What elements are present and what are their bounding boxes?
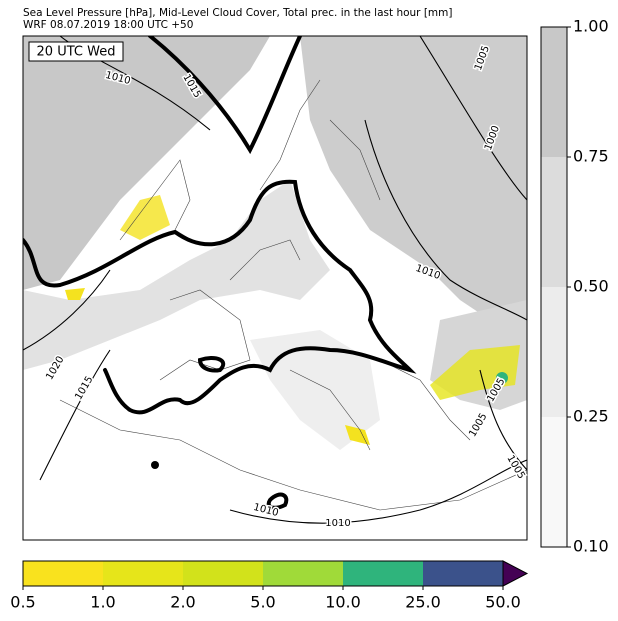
colorbar-segment (23, 561, 103, 586)
precip-colorbar: 0.5 1.0 2.0 5.0 10.0 25.0 50.0 (10, 560, 529, 612)
cloud-colorbar: 1.00 0.75 0.50 0.25 0.10 (540, 17, 609, 556)
title: Sea Level Pressure [hPa], Mid-Level Clou… (23, 7, 453, 19)
colorbar-tick-label: 0.25 (573, 407, 609, 426)
colorbar-tick-label: 50.0 (485, 593, 521, 612)
colorbar-tick-label: 0.10 (573, 537, 609, 556)
precip-area (345, 425, 370, 445)
precip-area (496, 372, 508, 384)
coastline (59, 79, 527, 511)
time-box (28, 41, 124, 62)
isobar-1015 (151, 461, 159, 469)
colorbar-segment (183, 561, 263, 586)
colorbar-segment (423, 561, 503, 586)
precip-area (65, 288, 85, 300)
colorbar-tick-label: 10.0 (325, 593, 361, 612)
map-content (23, 36, 527, 524)
colorbar-segment (541, 287, 567, 417)
colorbar-segment (541, 27, 567, 157)
cloud-area (300, 36, 527, 330)
isobar-1015 (266, 492, 289, 510)
isobar-1015 (148, 36, 302, 155)
isobar-1015 (197, 356, 226, 373)
cloud-area (250, 330, 380, 450)
isobar-1015 (23, 179, 417, 415)
colorbar-tick-label: 0.50 (573, 277, 609, 296)
colorbar-extend (502, 560, 529, 587)
isobar (39, 349, 111, 481)
isobar (479, 369, 527, 471)
colorbar-segment (343, 561, 423, 586)
isobar-label: 1010 (325, 518, 350, 529)
colorbar-tick-label: 25.0 (405, 593, 441, 612)
colorbar-tick-label: 5.0 (250, 593, 275, 612)
colorbar-segment (103, 561, 183, 586)
isobar (23, 269, 111, 351)
subtitle: WRF 08.07.2019 18:00 UTC +50 (23, 19, 193, 31)
precip-area (430, 345, 520, 400)
cloud-area (23, 180, 330, 370)
colorbar-tick-label: 1.0 (90, 593, 115, 612)
isobar (419, 36, 527, 201)
isobar (229, 459, 527, 524)
map-frame (22, 35, 528, 541)
colorbar-tick-label: 0.75 (573, 147, 609, 166)
colorbar-tick-label: 0.5 (10, 593, 35, 612)
colorbar-segment (263, 561, 343, 586)
isobar (364, 119, 527, 321)
colorbar-tick-label: 1.00 (573, 17, 609, 36)
time-label: 20 UTC Wed (37, 45, 116, 60)
colorbar-segment (541, 157, 567, 287)
colorbar-segment (541, 417, 567, 547)
cloud-area (23, 36, 270, 290)
colorbar-tick-label: 2.0 (170, 593, 195, 612)
precip-area (120, 195, 170, 240)
